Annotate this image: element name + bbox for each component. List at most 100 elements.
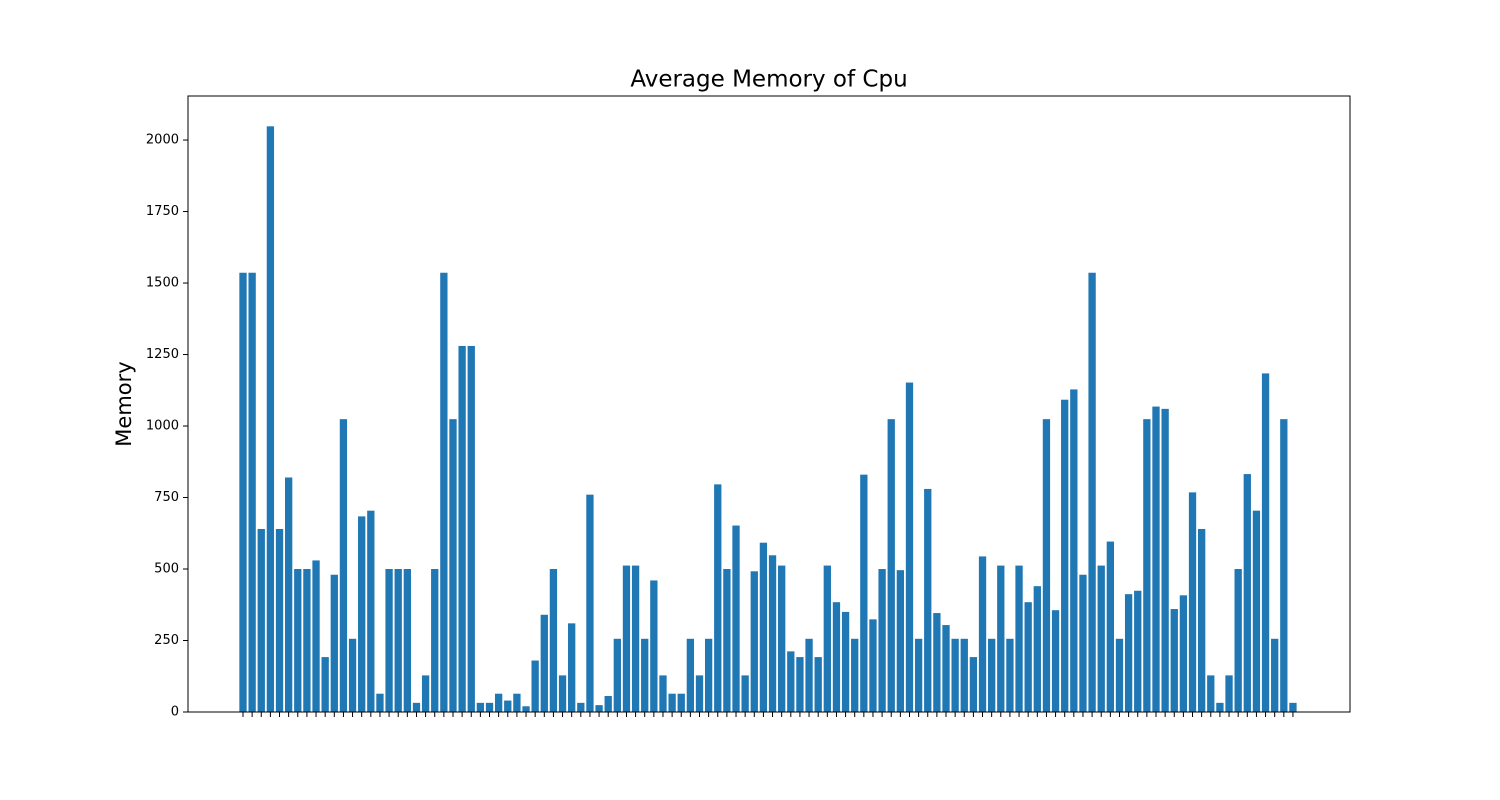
bar (668, 693, 676, 712)
bar (942, 625, 950, 712)
bar (266, 126, 275, 712)
bar (905, 382, 914, 712)
bar (449, 419, 457, 712)
y-tick-label: 1750 (146, 204, 179, 219)
bar (540, 614, 548, 712)
y-tick-label: 750 (154, 490, 179, 505)
bar (933, 613, 941, 712)
bar (695, 675, 704, 712)
bar (1170, 609, 1178, 712)
bar (887, 419, 895, 712)
bar (641, 638, 649, 712)
chart-title: Average Memory of Cpu (630, 67, 907, 93)
bar (367, 510, 375, 712)
bar (814, 657, 822, 712)
bar (1115, 638, 1124, 712)
bar (257, 528, 265, 712)
bar (805, 638, 813, 712)
bar (988, 638, 996, 712)
bar (549, 569, 558, 712)
bar (330, 574, 338, 712)
bar (787, 651, 795, 712)
bar (1188, 492, 1197, 712)
bar (385, 569, 393, 712)
bar (577, 702, 585, 712)
bar (321, 657, 329, 712)
bar (1225, 675, 1233, 712)
bar (1234, 569, 1242, 712)
bar (924, 488, 932, 712)
bar (677, 693, 685, 712)
bar (412, 702, 421, 712)
bar (1015, 565, 1023, 712)
bar (421, 675, 430, 712)
bar (522, 706, 530, 712)
bar (476, 702, 485, 712)
bar (823, 565, 831, 712)
bar (604, 695, 612, 712)
bar (1179, 595, 1188, 712)
bar (458, 345, 466, 712)
bar (312, 560, 320, 712)
bar (1280, 419, 1288, 712)
bar (1097, 565, 1105, 712)
bar (1134, 590, 1142, 712)
bar (860, 474, 868, 712)
bar (714, 484, 722, 712)
bar (723, 569, 731, 712)
bar (1106, 541, 1115, 712)
bar (467, 345, 475, 712)
y-tick-label: 250 (154, 633, 179, 648)
plot-frame (187, 95, 1351, 713)
y-tick-label: 1500 (146, 276, 179, 291)
bar (960, 638, 968, 712)
bar (1261, 373, 1270, 712)
bar (851, 638, 859, 712)
bar (1152, 406, 1160, 712)
bar (778, 565, 786, 712)
bar (1042, 419, 1051, 712)
bar (832, 602, 841, 712)
bar (440, 272, 448, 712)
bar (275, 528, 284, 712)
bar (896, 570, 905, 712)
bar (951, 638, 959, 712)
bar (504, 700, 512, 712)
bar (1216, 702, 1224, 712)
bar (1006, 638, 1014, 712)
y-tick-label: 0 (171, 705, 179, 720)
bar (659, 675, 667, 712)
bar (768, 555, 777, 712)
bar (303, 569, 311, 712)
bar (1124, 594, 1133, 712)
bar (1079, 574, 1087, 712)
bar (358, 516, 366, 712)
y-axis-label: Memory (112, 361, 136, 446)
bar (485, 702, 494, 712)
bar (586, 494, 594, 712)
bar (513, 693, 521, 712)
bar (1051, 610, 1060, 712)
bar (1197, 528, 1206, 712)
bar (622, 565, 631, 712)
bar (1061, 399, 1069, 712)
bar (1088, 272, 1096, 712)
bar (294, 569, 302, 712)
bar (613, 638, 621, 712)
bar (431, 569, 439, 712)
bar (631, 565, 640, 712)
bar (1070, 389, 1078, 712)
bar (869, 619, 877, 712)
bar (1252, 510, 1261, 712)
bar (704, 638, 713, 712)
bar (686, 638, 695, 712)
y-tick-label: 1000 (146, 419, 179, 434)
bar (284, 477, 293, 712)
bar (1161, 408, 1169, 712)
bar (841, 611, 850, 712)
bar (1207, 675, 1215, 712)
bar (394, 569, 402, 712)
bar (1243, 474, 1251, 712)
bar (248, 272, 256, 712)
